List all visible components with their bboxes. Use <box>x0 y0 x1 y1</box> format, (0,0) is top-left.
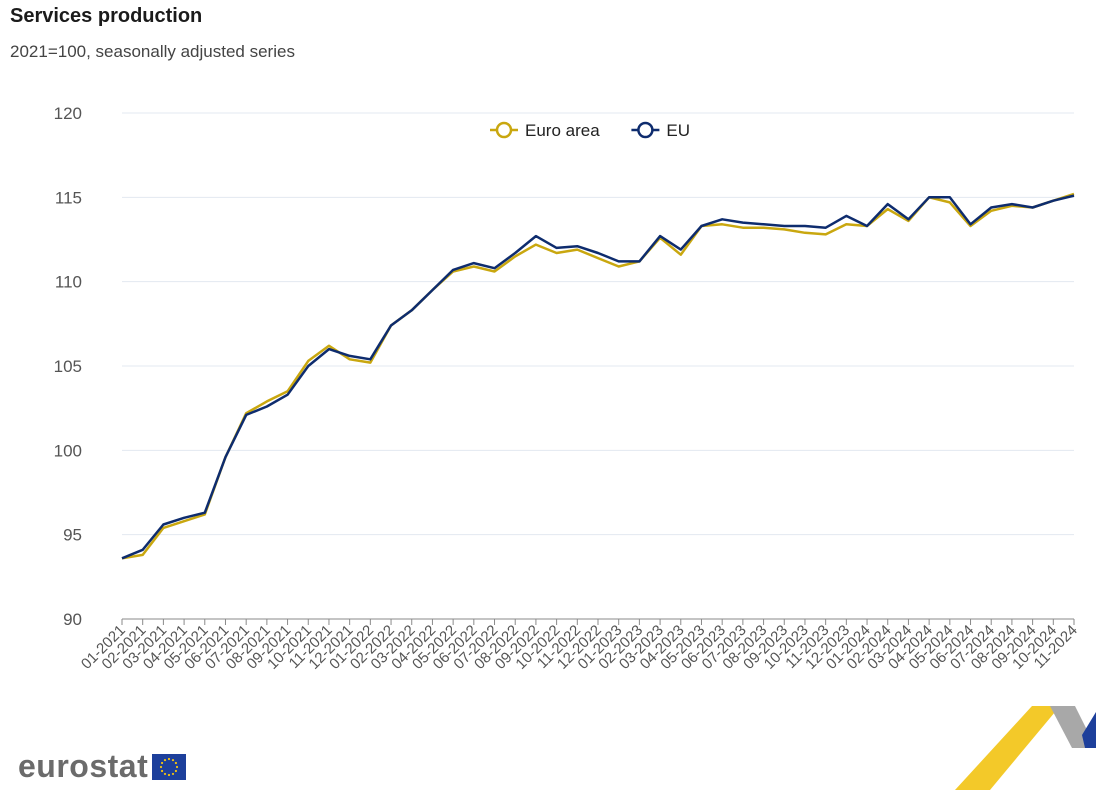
flag-star-icon <box>172 772 175 775</box>
y-tick-label: 110 <box>55 273 82 292</box>
series-line-eu[interactable] <box>121 194 1075 560</box>
flag-star-icon <box>168 757 171 760</box>
flag-star-icon <box>161 761 164 764</box>
flag-star-icon <box>176 765 179 768</box>
legend-item-eu[interactable]: EU <box>631 121 690 140</box>
flag-star-icon <box>175 769 178 772</box>
legend-label: Euro area <box>525 121 600 140</box>
eu-flag-icon <box>152 753 187 780</box>
series-line-euro-area[interactable] <box>121 192 1075 560</box>
y-tick-label: 90 <box>63 610 82 629</box>
gridlines <box>122 112 1074 536</box>
y-tick-label: 100 <box>54 441 82 460</box>
y-axis-ticks: 120 115 110 105 100 95 90 <box>54 104 82 629</box>
y-tick-label: 95 <box>63 526 82 545</box>
flag-star-icon <box>168 773 171 776</box>
legend-marker-icon <box>495 121 513 139</box>
chart-title: Services production <box>10 5 203 27</box>
y-tick-label: 105 <box>54 357 82 376</box>
brand-name: eurostat <box>18 748 149 784</box>
corner-decoration-icon <box>955 706 1096 790</box>
x-axis: 01-202102-202103-202104-202105-202106-20… <box>78 618 1081 673</box>
flag-star-icon <box>172 758 175 761</box>
legend-marker-icon <box>637 121 654 139</box>
flag-star-icon <box>175 761 178 764</box>
chart-subtitle: 2021=100, seasonally adjusted series <box>10 42 295 61</box>
y-tick-label: 120 <box>54 104 82 123</box>
legend[interactable]: Euro area EU <box>490 121 690 140</box>
flag-star-icon <box>164 758 167 761</box>
series-lines <box>121 192 1075 560</box>
y-tick-label: 115 <box>55 188 82 207</box>
legend-label: EU <box>666 121 690 140</box>
flag-star-icon <box>161 769 164 772</box>
flag-star-icon <box>164 772 167 775</box>
eurostat-logo: eurostat <box>18 748 187 785</box>
flag-star-icon <box>160 765 163 768</box>
legend-item-euro-area[interactable]: Euro area <box>490 121 600 140</box>
